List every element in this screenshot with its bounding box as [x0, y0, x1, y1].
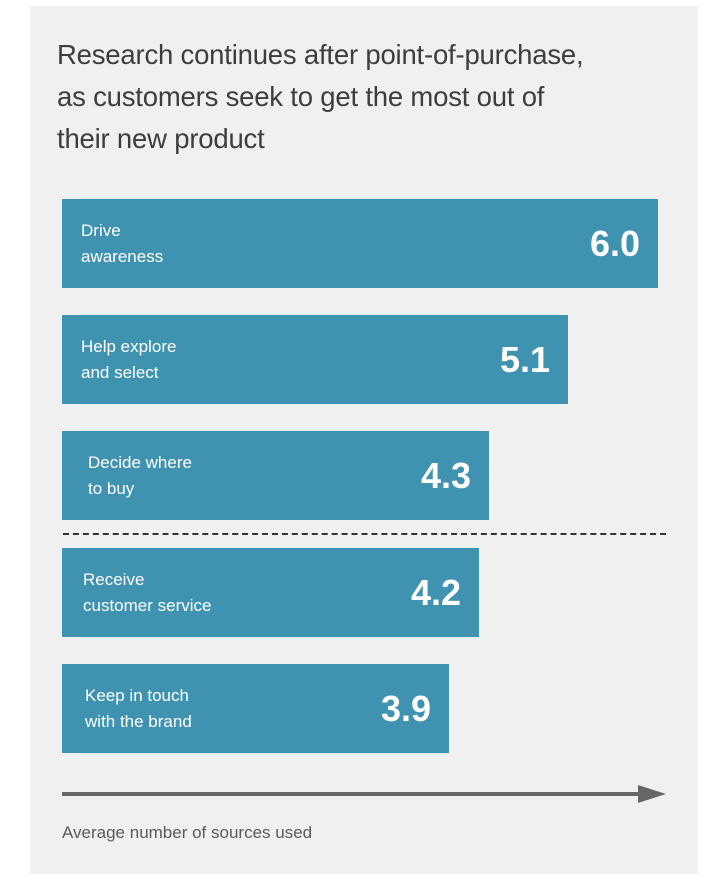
bar-category-label-line: with the brand	[85, 712, 192, 731]
divider-line	[63, 533, 666, 535]
bar-value-label: 6.0	[589, 223, 640, 264]
bar-value-label: 4.2	[410, 572, 461, 613]
bar-value-label: 4.3	[420, 455, 471, 496]
x-axis-arrow	[62, 785, 666, 803]
bar-category-label: Receive customer service	[83, 567, 211, 619]
bar-category-label: Decide where to buy	[88, 450, 192, 502]
bar-category-label-line: Keep in touch	[85, 686, 189, 705]
x-axis-arrowhead	[638, 785, 666, 803]
bar-category-label-line: Receive	[83, 570, 145, 589]
bar: Keep in touch with the brand 3.9	[62, 664, 449, 753]
bar-category-label-line: Decide where	[88, 453, 192, 472]
bar-category-label-line: to buy	[88, 479, 135, 498]
chart-title-line-3: their new product	[57, 123, 265, 154]
chart-title: Research continues after point-of-purcha…	[57, 34, 657, 160]
bar-category-label: Keep in touch with the brand	[85, 683, 192, 735]
bar-category-label-line: customer service	[83, 596, 212, 615]
bar: Receive customer service 4.2	[62, 548, 479, 637]
bar-category-label-line: awareness	[81, 247, 164, 266]
bar-category-label-line: Help explore	[81, 337, 177, 356]
bar: Decide where to buy 4.3	[62, 431, 489, 520]
bar-category-label: Help explore and select	[81, 334, 176, 386]
bar-category-label-line: Drive	[81, 221, 121, 240]
x-axis-label: Average number of sources used	[62, 823, 313, 842]
bar: Help explore and select 5.1	[62, 315, 568, 404]
bar: Drive awareness 6.0	[62, 199, 658, 288]
chart-title-line-2: as customers seek to get the most out of	[57, 81, 545, 112]
bar-value-label: 3.9	[380, 688, 431, 729]
bar-value-label: 5.1	[499, 339, 550, 380]
bar-category-label: Drive awareness	[81, 218, 163, 270]
chart-title-line-1: Research continues after point-of-purcha…	[57, 39, 584, 70]
bar-category-label-line: and select	[81, 363, 159, 382]
